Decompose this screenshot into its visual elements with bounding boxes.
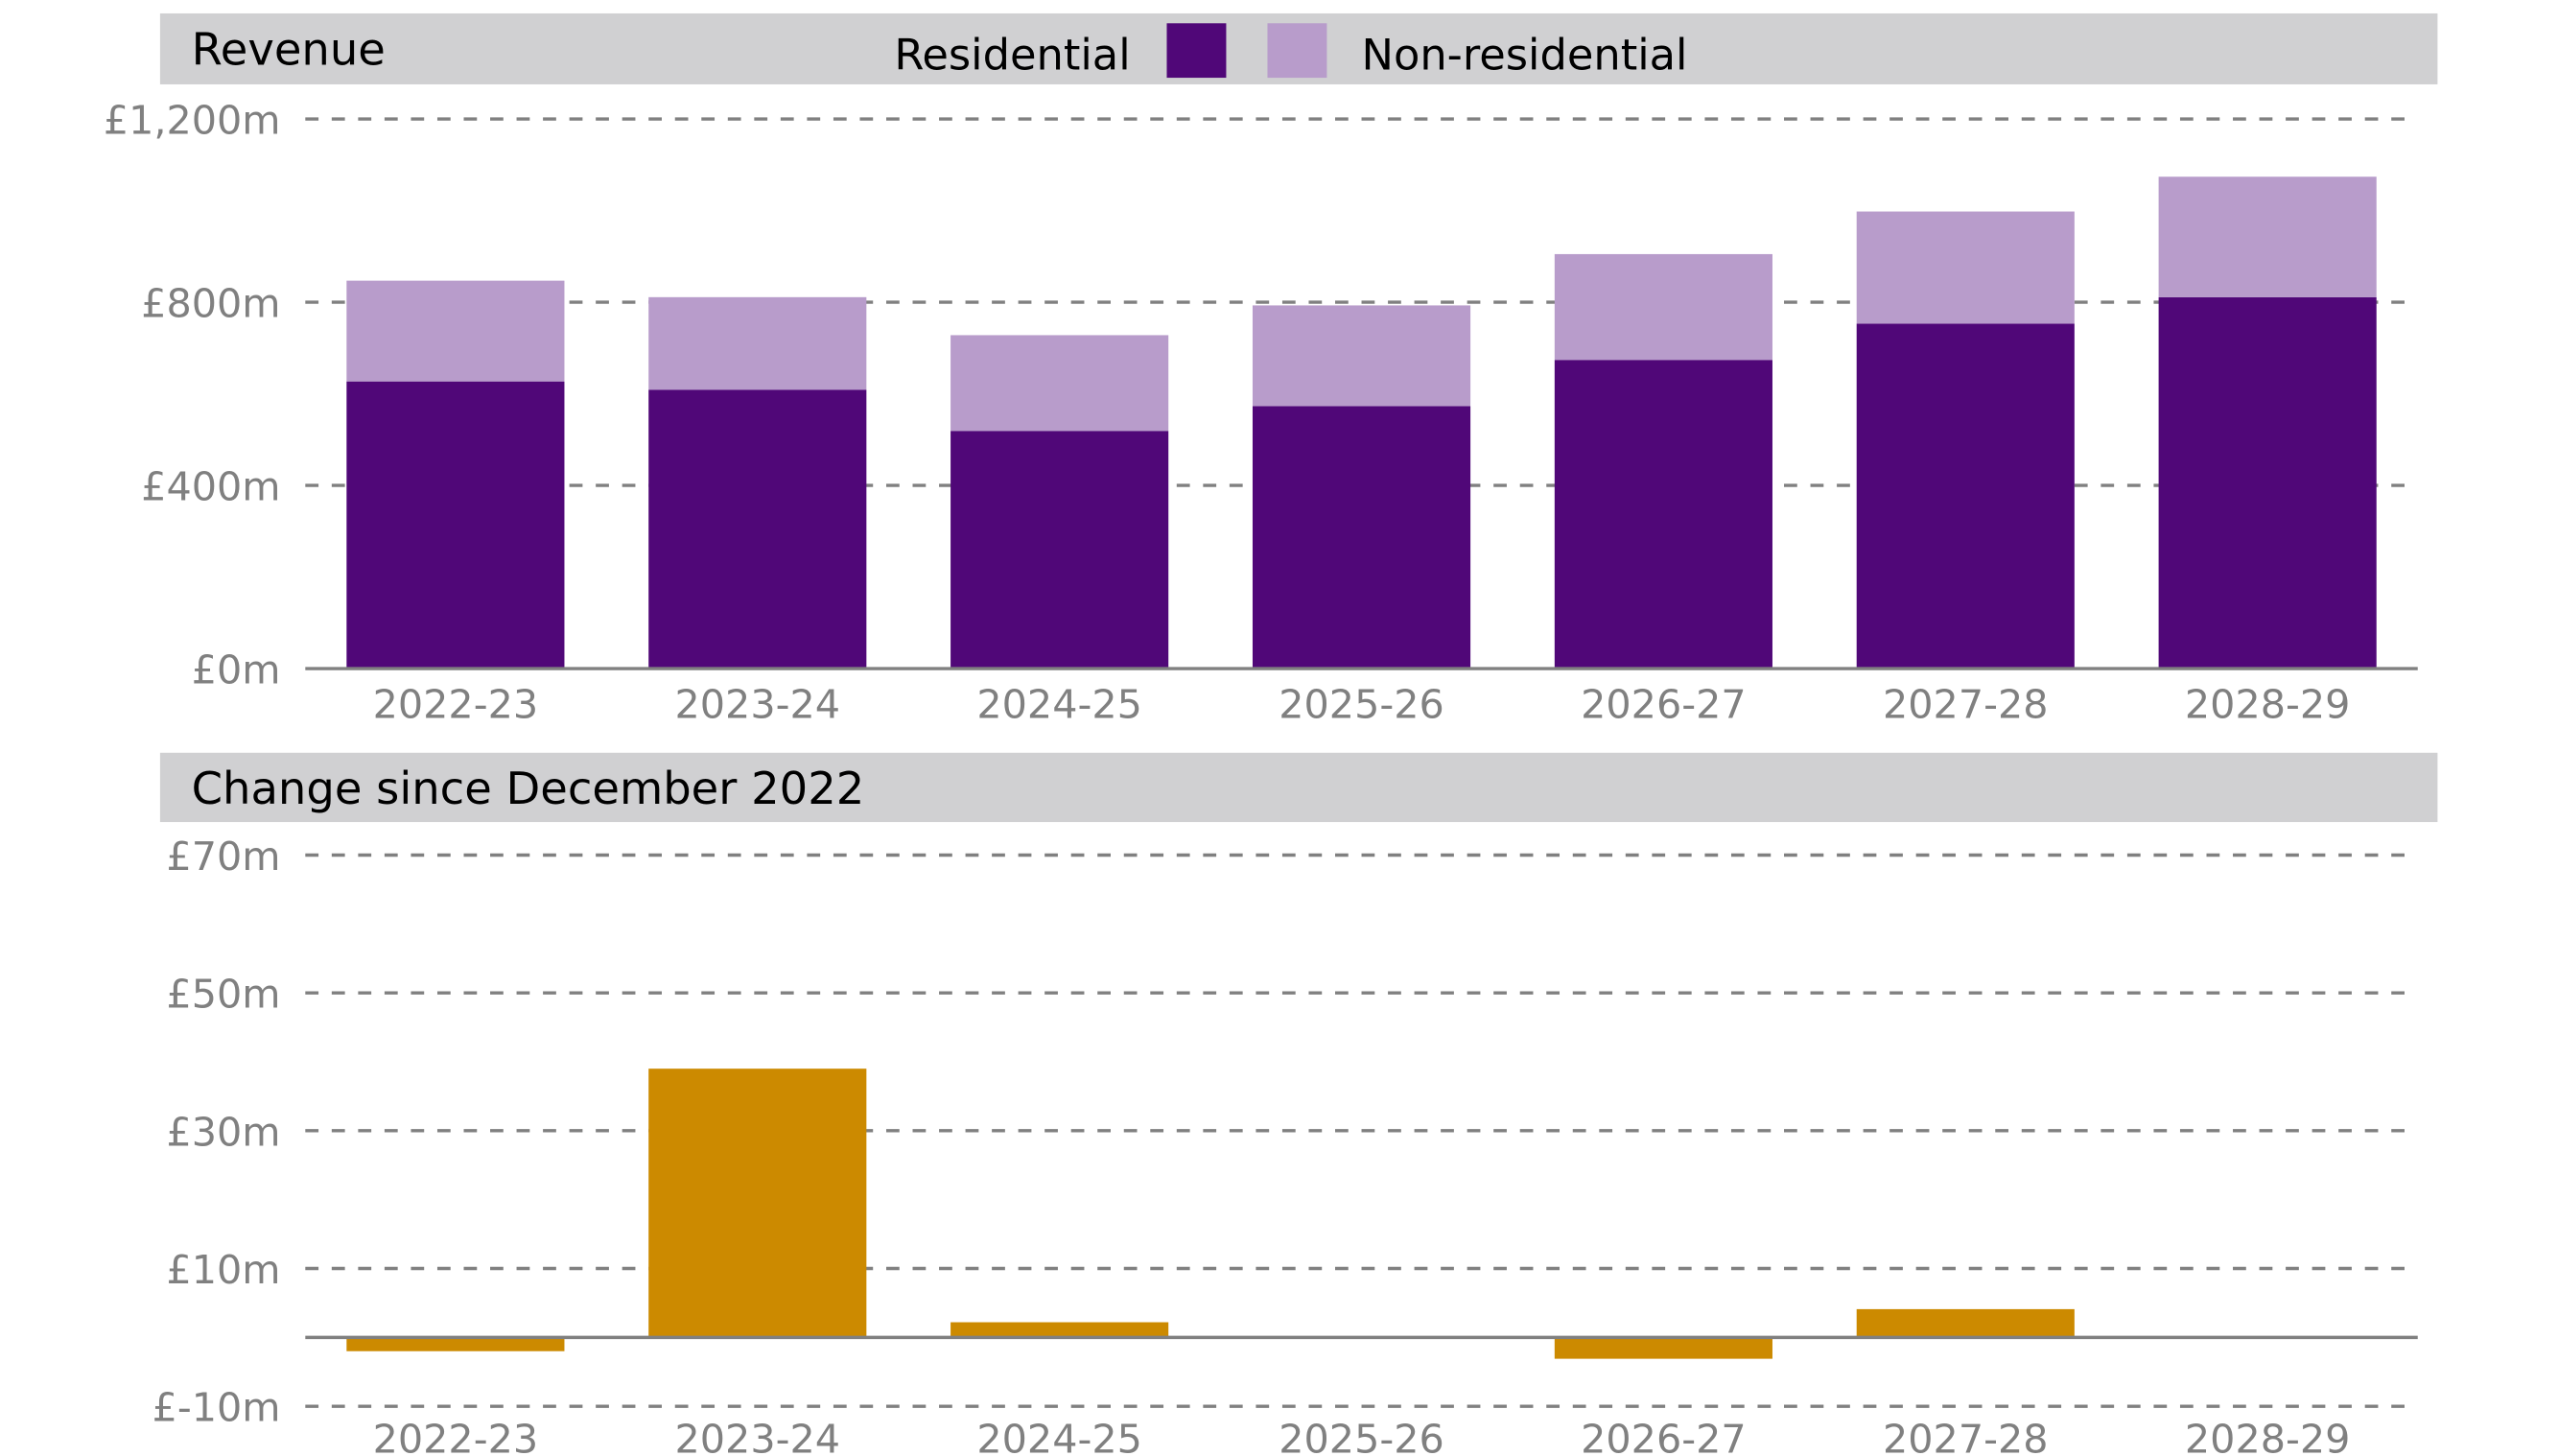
y-tick-label: £30m [166, 1109, 280, 1155]
bar-residential [346, 381, 565, 669]
x-tick-label: 2027-28 [1883, 1416, 2048, 1456]
x-tick-label: 2024-25 [976, 682, 1141, 728]
x-tick-label: 2028-29 [2185, 682, 2350, 728]
bar-non-residential [346, 280, 565, 382]
bar-non-residential [1554, 253, 1772, 361]
bar-residential [950, 431, 1169, 669]
x-tick-label: 2026-27 [1581, 1416, 1746, 1456]
bar-residential [648, 389, 867, 669]
bar-non-residential [2158, 176, 2377, 297]
x-tick-label: 2024-25 [976, 1416, 1141, 1456]
change-title: Change since December 2022 [192, 763, 865, 814]
bar-non-residential [1856, 211, 2075, 324]
legend-swatch-non-residential [1267, 23, 1327, 79]
bar-change [1554, 1337, 1772, 1359]
bar-change [648, 1069, 867, 1338]
bar-residential [1252, 406, 1471, 669]
y-tick-label: £-10m [153, 1385, 281, 1431]
x-tick-label: 2022-23 [373, 682, 538, 728]
revenue-title: Revenue [192, 23, 386, 75]
bar-non-residential [1252, 305, 1471, 407]
change-panel: Change since December 2022 £-10m £10m £30m… [153, 752, 2438, 1456]
x-tick-label: 2028-29 [2185, 1416, 2350, 1456]
x-tick-label: 2025-26 [1279, 682, 1443, 728]
bar-non-residential [648, 296, 867, 390]
y-tick-label: £70m [166, 834, 280, 880]
legend-label-non-residential: Non-residential [1362, 29, 1688, 80]
y-tick-label: £1,200m [104, 98, 281, 144]
x-tick-label: 2025-26 [1279, 1416, 1443, 1456]
legend-label-residential: Residential [894, 29, 1130, 80]
bar-residential [2158, 296, 2377, 669]
bar-residential [1856, 323, 2075, 669]
x-tick-label: 2023-24 [675, 682, 840, 728]
legend-swatch-residential [1166, 23, 1227, 79]
y-tick-label: £400m [141, 464, 280, 510]
x-tick-label: 2027-28 [1883, 682, 2048, 728]
x-tick-label: 2023-24 [675, 1416, 840, 1456]
bar-non-residential [950, 335, 1169, 432]
change-header-bar [159, 752, 2438, 823]
x-tick-label: 2022-23 [373, 1416, 538, 1456]
revenue-panel: Revenue Residential Non-residential £0m £… [104, 12, 2438, 728]
x-tick-label: 2026-27 [1581, 682, 1746, 728]
bar-change [1856, 1308, 2075, 1338]
y-tick-label: £50m [166, 972, 280, 1018]
bar-change [346, 1337, 565, 1351]
y-tick-label: £0m [192, 647, 281, 693]
bar-residential [1554, 360, 1772, 669]
bar-change [950, 1322, 1169, 1338]
y-tick-label: £10m [166, 1247, 280, 1293]
y-tick-label: £800m [141, 281, 280, 327]
